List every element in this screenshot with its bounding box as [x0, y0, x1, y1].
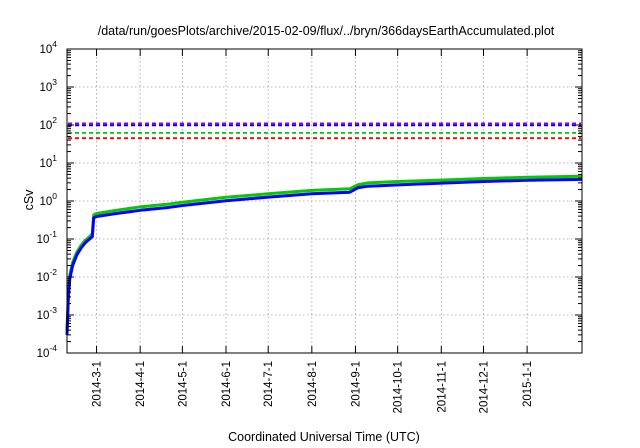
y-axis-label: cSv	[22, 189, 36, 211]
x-tick-label: 2014-9-1	[350, 361, 362, 407]
y-tick-label: 104	[39, 39, 57, 56]
grid	[67, 49, 582, 353]
x-tick-label: 2014-8-1	[307, 361, 319, 407]
x-tick-label: 2015-1-1	[522, 361, 534, 407]
y-tick-label: 100	[39, 191, 57, 208]
y-tick-label: 10-2	[37, 267, 58, 284]
x-axis-label: Coordinated Universal Time (UTC)	[228, 430, 420, 444]
y-tick-label: 102	[39, 115, 57, 132]
series-line	[65, 174, 583, 331]
chart-title: /data/run/goesPlots/archive/2015-02-09/f…	[98, 24, 555, 38]
x-tick-label: 2014-5-1	[177, 361, 189, 407]
x-tick-label: 2014-12-1	[479, 361, 491, 413]
y-tick-label: 10-4	[37, 343, 58, 360]
y-tick-label: 101	[39, 153, 57, 170]
y-axis: 10-4 10-3 10-2 10-1 100 101 102 103 104	[37, 39, 582, 360]
x-axis: 2014-3-1 2014-4-1 2014-5-1 2014-6-1 2014-7-1…	[92, 49, 534, 413]
x-tick-label: 2014-3-1	[92, 361, 104, 407]
x-tick-label: 2014-10-1	[393, 361, 405, 413]
y-tick-label: 103	[39, 77, 57, 94]
y-tick-label: 10-1	[37, 229, 58, 246]
x-tick-label: 2014-6-1	[221, 361, 233, 407]
threshold-lines	[68, 122, 581, 140]
x-tick-label: 2014-7-1	[263, 361, 275, 407]
series-line	[65, 177, 583, 335]
x-tick-label: 2014-4-1	[135, 361, 147, 407]
series-lines	[65, 174, 583, 335]
x-tick-label: 2014-11-1	[436, 361, 448, 413]
y-tick-label: 10-3	[37, 305, 58, 322]
